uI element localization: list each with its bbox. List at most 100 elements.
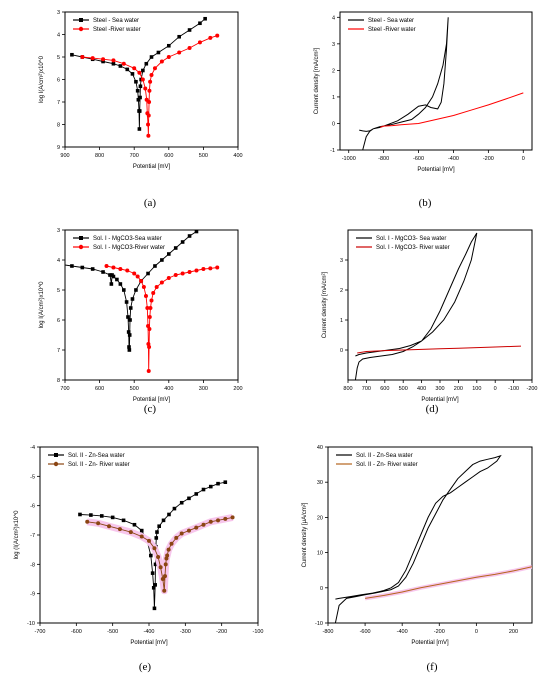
x-tick-label: 400: [164, 386, 173, 392]
data-point: [139, 279, 144, 283]
data-point: [174, 535, 179, 540]
data-point: [145, 306, 150, 310]
x-tick-label: 0: [522, 156, 525, 162]
data-point: [146, 324, 151, 328]
data-point: [139, 528, 144, 533]
data-point: [160, 258, 164, 262]
x-tick-label: 900: [60, 153, 69, 159]
data-point: [108, 273, 112, 277]
y-tick-label: 8: [57, 378, 60, 384]
data-point: [151, 586, 156, 590]
plot-area: [60, 230, 220, 373]
x-tick-label: 300: [435, 386, 444, 392]
x-tick-label: 200: [454, 386, 463, 392]
data-point: [162, 588, 167, 593]
x-tick-label: 600: [380, 386, 389, 392]
data-point: [60, 263, 64, 267]
x-tick-label: 500: [399, 386, 408, 392]
data-point: [141, 285, 146, 289]
x-tick-label: -800: [378, 156, 389, 162]
x-tick-label: 700: [130, 153, 139, 159]
y-axis-label: Current density [μA/cm²]: [302, 502, 308, 567]
y-tick-label: -5: [30, 474, 35, 480]
x-tick-label: 200: [233, 386, 242, 392]
x-tick-label: 0: [475, 629, 478, 635]
y-tick-label: 2: [340, 288, 343, 294]
data-point: [137, 70, 142, 75]
plot-frame: [39, 446, 259, 624]
y-axis-label: log I(A/cm²)x10^0: [39, 55, 45, 102]
series-line-1: [334, 454, 502, 623]
y-tick-label: 3: [340, 258, 343, 264]
y-tick-label: 4: [57, 33, 60, 39]
data-point: [161, 518, 166, 523]
data-point: [89, 513, 93, 517]
y-tick-label: -1: [330, 148, 335, 154]
series-line-2: [365, 566, 532, 599]
data-point: [149, 73, 154, 77]
data-point: [143, 294, 148, 298]
data-point: [136, 97, 141, 102]
data-point: [138, 95, 142, 100]
data-point: [146, 113, 151, 118]
x-tick-label: -500: [107, 629, 118, 635]
data-point: [139, 534, 144, 539]
y-axis-label: Current density [mA/cm²]: [314, 47, 320, 114]
y-axis-label: log (I(A/cm²)x10^0: [14, 510, 20, 559]
legend-marker: [78, 244, 84, 250]
x-tick-label: -200: [526, 386, 537, 392]
legend-label: Sol. I - MgCO3-River water: [93, 245, 165, 251]
y-tick-label: -10: [27, 621, 35, 627]
data-point: [111, 274, 116, 279]
y-tick-label: 9: [57, 145, 60, 151]
y-tick-label: 10: [317, 551, 323, 557]
data-point: [110, 515, 115, 520]
data-point: [80, 265, 85, 270]
data-point: [198, 21, 202, 26]
y-tick-label: -8: [30, 562, 35, 568]
data-point: [107, 524, 112, 529]
chart-panel-b: -1000 -800 -600 -400 -200 0 -1 0 1 2 3 4 Potential […: [314, 11, 533, 209]
data-point: [121, 61, 126, 66]
y-tick-label: 1: [332, 95, 335, 101]
panel-label: (e): [139, 661, 152, 673]
data-point: [148, 79, 153, 84]
data-point: [130, 72, 135, 76]
data-point: [156, 555, 161, 559]
data-point: [215, 265, 220, 270]
data-point: [208, 266, 213, 271]
y-tick-label: -9: [30, 592, 35, 598]
data-point: [151, 291, 156, 295]
data-point: [201, 267, 206, 271]
data-point: [179, 500, 184, 505]
data-point: [137, 109, 142, 113]
data-point: [125, 268, 130, 273]
data-point: [125, 67, 130, 72]
data-point: [216, 518, 221, 523]
data-point: [165, 553, 170, 558]
x-axis-label: Potential [mV]: [133, 397, 171, 403]
y-tick-label: 40: [317, 445, 323, 451]
y-tick-label: 4: [332, 15, 335, 21]
x-tick-label: 600: [164, 153, 173, 159]
data-point: [130, 297, 135, 301]
data-point: [166, 55, 171, 59]
y-tick-label: 0: [320, 586, 323, 592]
data-point: [147, 538, 151, 543]
data-point: [85, 519, 90, 524]
series-line-2: [357, 345, 522, 354]
data-point: [121, 518, 126, 523]
data-point: [117, 527, 122, 532]
data-point: [147, 345, 152, 349]
y-tick-label: 3: [57, 10, 60, 16]
chart-panel-c: 700 600 500 400 300 200 3 4 5 6 7 8 Potential [mV] lo…: [39, 228, 243, 415]
y-tick-label: 6: [57, 78, 60, 84]
data-point: [160, 577, 165, 581]
y-tick-label: 30: [317, 480, 323, 486]
x-tick-label: -300: [180, 629, 191, 635]
data-point: [146, 369, 151, 373]
data-point: [70, 264, 74, 268]
data-point: [172, 506, 177, 511]
panel-label: (c): [144, 403, 157, 415]
